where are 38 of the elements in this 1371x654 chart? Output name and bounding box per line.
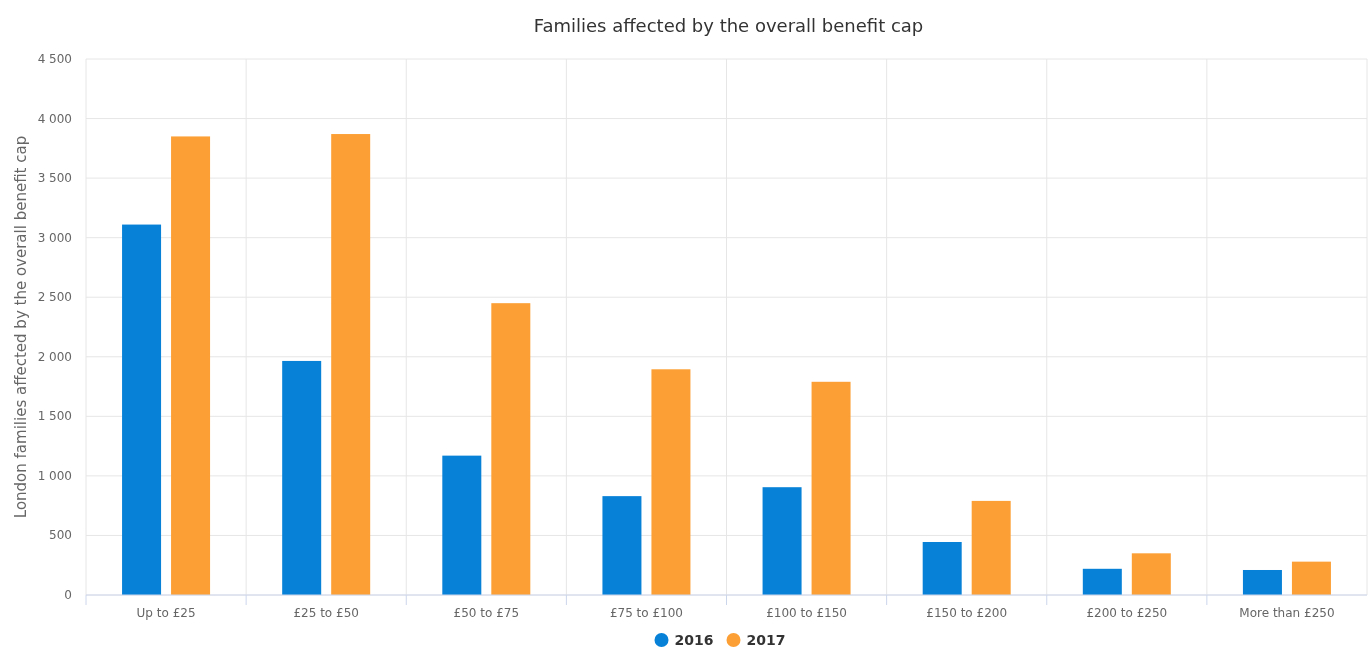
x-tick-label: £25 to £50 [293,606,359,620]
bar [442,455,482,595]
y-tick-label: 500 [49,528,72,543]
y-tick-label: 4 500 [37,52,72,66]
y-tick-label: 3 000 [37,230,72,245]
bar [1291,561,1331,595]
bar [122,224,162,595]
bar [602,496,642,595]
y-axis-title: London families affected by the overall benefit cap [12,135,30,519]
chart-title: Families affected by the overall benefit cap [533,15,924,36]
x-tick-label: £50 to £75 [453,606,520,620]
bar [491,303,531,595]
x-tick-label: £150 to £200 [926,606,1008,620]
y-tick-label: 3 500 [37,171,72,186]
x-tick-label: £75 to £100 [609,606,683,620]
y-tick-label: 2 000 [37,349,72,364]
bar [331,134,371,595]
bar [651,369,691,595]
x-tick-label: £100 to £150 [766,606,847,620]
bar [1131,553,1171,595]
x-tick-label: £200 to £250 [1086,606,1168,620]
bar [922,542,962,595]
y-tick-label: 4 000 [37,111,72,126]
bar [811,381,851,595]
bar [762,487,802,595]
bar [1242,569,1282,595]
legend-label: 2016 [674,632,714,648]
y-tick-label: 1 000 [37,468,72,483]
bar [1082,568,1122,595]
legend-label: 2017 [746,632,786,648]
bar [971,500,1011,595]
x-tick-label: More than £250 [1239,606,1335,620]
bar [171,136,211,595]
x-tick-label: Up to £25 [136,606,196,620]
y-tick-label: 1 500 [37,409,72,424]
bar [282,360,322,595]
y-tick-label: 2 500 [37,290,72,305]
y-tick-label: 0 [64,588,72,602]
